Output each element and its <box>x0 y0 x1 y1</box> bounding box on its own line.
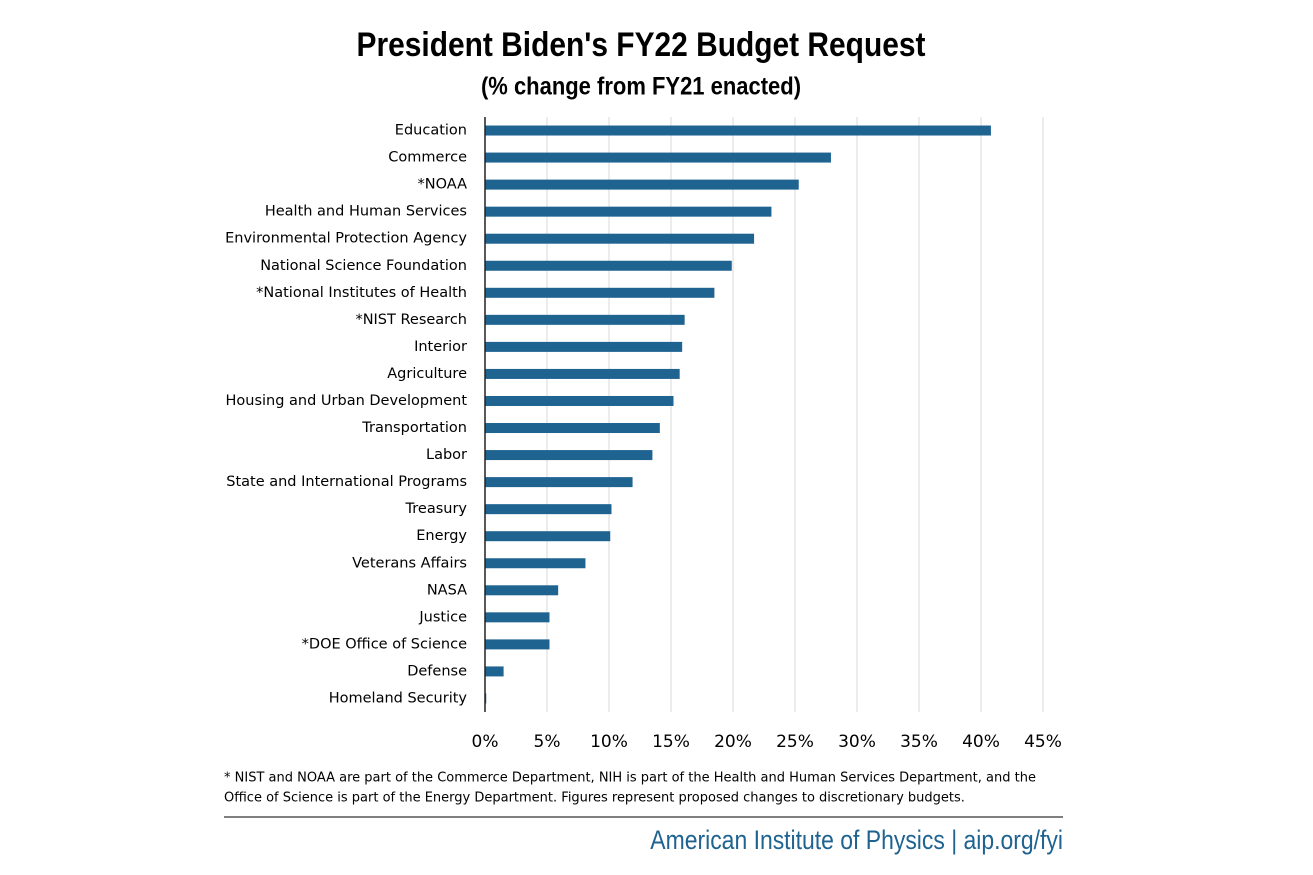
x-tick-label: 0% <box>472 732 499 752</box>
x-tick-label: 20% <box>714 732 752 752</box>
x-tick-label: 30% <box>838 732 876 752</box>
y-tick-label: NASA <box>427 582 467 598</box>
bar <box>485 558 586 569</box>
bar <box>485 287 715 298</box>
y-tick-label: Labor <box>426 447 467 463</box>
x-tick-label: 15% <box>652 732 690 752</box>
footnote: Office of Science is part of the Energy … <box>224 791 965 806</box>
bar <box>485 125 991 136</box>
bar <box>485 152 831 163</box>
y-tick-label: Agriculture <box>387 366 467 382</box>
y-tick-label: Homeland Security <box>329 690 468 706</box>
y-tick-label: Commerce <box>388 150 467 166</box>
y-tick-label: Interior <box>414 339 467 355</box>
bar <box>485 666 504 677</box>
bar <box>485 179 799 190</box>
y-tick-label: Health and Human Services <box>265 204 467 220</box>
bar <box>485 341 683 352</box>
x-tick-label: 40% <box>962 732 1000 752</box>
bar <box>485 531 611 542</box>
y-tick-label: *NOAA <box>418 177 468 193</box>
bar <box>485 477 633 488</box>
bar <box>485 395 674 406</box>
x-tick-label: 35% <box>900 732 938 752</box>
bar <box>485 585 559 596</box>
bar <box>485 314 685 325</box>
y-tick-label: Education <box>395 123 467 139</box>
y-tick-label: Defense <box>407 663 467 679</box>
bar <box>485 260 732 271</box>
x-tick-label: 10% <box>590 732 628 752</box>
x-tick-label: 25% <box>776 732 814 752</box>
x-tick-label: 5% <box>534 732 561 752</box>
y-tick-label: Energy <box>416 528 467 544</box>
chart-title: President Biden's FY22 Budget Request <box>357 25 926 63</box>
bar <box>485 504 612 515</box>
bar <box>485 368 680 379</box>
bar <box>485 206 772 217</box>
y-tick-label: *DOE Office of Science <box>302 636 467 652</box>
y-tick-label: Transportation <box>361 420 467 436</box>
bar <box>485 612 550 623</box>
y-tick-label: Justice <box>418 609 467 625</box>
bar <box>485 423 660 434</box>
chart-subtitle: (% change from FY21 enacted) <box>481 72 801 100</box>
bar <box>485 233 755 244</box>
source: American Institute of Physics | aip.org/… <box>650 825 1063 855</box>
footnote: * NIST and NOAA are part of the Commerce… <box>224 771 1036 786</box>
y-tick-label: *NIST Research <box>355 312 467 328</box>
y-tick-label: National Science Foundation <box>260 258 467 274</box>
y-tick-label: Environmental Protection Agency <box>225 231 467 247</box>
bar <box>485 450 653 461</box>
y-tick-label: State and International Programs <box>226 474 467 490</box>
x-tick-label: 45% <box>1024 732 1062 752</box>
y-tick-label: Housing and Urban Development <box>225 393 467 409</box>
y-tick-label: Treasury <box>405 501 468 517</box>
y-tick-label: *National Institutes of Health <box>256 285 467 301</box>
y-tick-label: Veterans Affairs <box>352 555 467 571</box>
bar <box>485 639 550 650</box>
